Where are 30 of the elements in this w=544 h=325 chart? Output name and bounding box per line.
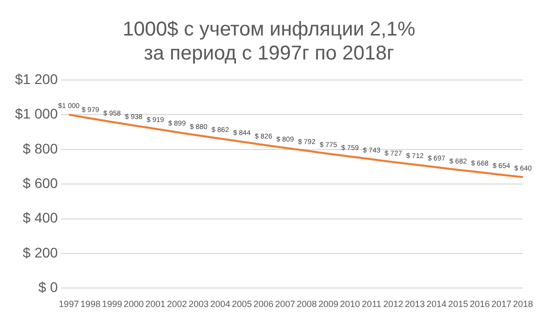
y-tick-label: $ 0 [38,279,58,296]
y-tick-label: $ 200 [22,244,58,260]
x-tick-label: 2013 [404,299,425,310]
y-tick-label: $ 800 [22,140,58,156]
x-tick-label: 2010 [340,299,360,310]
y-tick-label: $ 600 [22,174,58,191]
x-tick-label: 2004 [210,299,230,310]
x-tick-label: 2002 [166,299,187,310]
x-tick-label: 2016 [470,299,490,310]
x-tick-label: 2005 [232,299,252,310]
x-tick-label: 2009 [318,299,338,310]
x-tick-label: 2006 [253,299,274,310]
x-tick-label: 1997 [58,299,79,310]
x-tick-label: 2001 [145,299,166,310]
y-tick-label: $1 000 [14,106,58,122]
x-tick-label: 2007 [275,299,296,310]
chart-title: 1000$ с учетом инфляции 2,1% за период с 1997г по 2018г [122,18,416,65]
x-tick-label: 2015 [448,299,468,310]
x-tick-label: 2003 [188,299,209,310]
x-tick-label: 2000 [124,299,144,310]
y-tick-label: $ 400 [22,210,58,226]
x-tick-label: 2012 [383,299,404,310]
y-tick-label: $1 200 [14,70,58,87]
x-tick-label: 1998 [80,299,100,310]
x-tick-label: 2008 [296,299,317,310]
x-tick-label: 2017 [491,299,512,310]
x-tick-label: 2018 [512,299,534,310]
x-tick-label: 2011 [362,299,382,310]
x-tick-label: 2014 [426,299,446,310]
x-tick-label: 1999 [102,299,122,310]
